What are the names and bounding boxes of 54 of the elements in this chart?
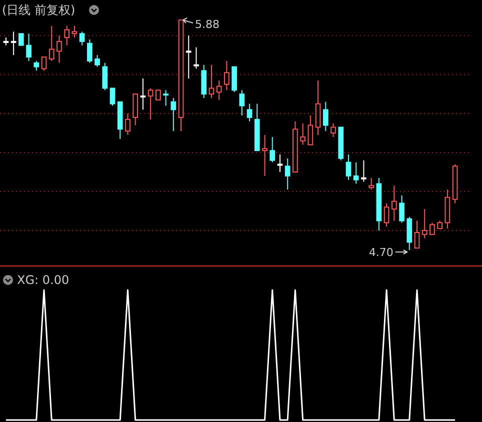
candlestick bbox=[216, 80, 222, 100]
candlestick bbox=[110, 88, 116, 106]
chart-title: XG: 0.00 bbox=[17, 273, 70, 287]
candlestick bbox=[48, 25, 54, 62]
candlestick bbox=[399, 194, 404, 224]
candlestick bbox=[384, 202, 390, 228]
candlestick bbox=[315, 80, 321, 136]
candlestick bbox=[406, 216, 412, 250]
candlestick bbox=[322, 101, 328, 132]
candlestick bbox=[422, 208, 428, 239]
candlestick bbox=[186, 35, 192, 79]
candlestick bbox=[140, 78, 146, 110]
chart-title: (日线 前复权) bbox=[2, 3, 76, 17]
candlestick bbox=[94, 54, 100, 68]
candlestick bbox=[414, 220, 420, 249]
candlestick bbox=[125, 113, 130, 136]
candlestick bbox=[391, 185, 397, 222]
candlestick bbox=[277, 154, 283, 173]
candlestick bbox=[361, 160, 366, 182]
candlestick bbox=[224, 60, 230, 91]
candlestick bbox=[232, 66, 237, 93]
candlestick bbox=[270, 136, 276, 163]
candlestick bbox=[300, 122, 306, 146]
candlestick bbox=[368, 177, 374, 190]
candlestick bbox=[87, 38, 92, 64]
candlestick bbox=[430, 222, 435, 235]
candlestick bbox=[34, 60, 40, 72]
candlestick bbox=[163, 90, 168, 106]
candlestick bbox=[201, 64, 207, 98]
candlestick bbox=[246, 103, 252, 122]
candlestick bbox=[208, 64, 214, 98]
candlestick bbox=[194, 46, 199, 70]
candlestick bbox=[18, 33, 24, 46]
candlestick bbox=[330, 122, 336, 138]
candlestick bbox=[10, 31, 16, 56]
annotation: 5.88 bbox=[195, 18, 220, 31]
candlestick bbox=[308, 115, 314, 146]
candlestick bbox=[41, 56, 47, 72]
candlestick bbox=[132, 94, 138, 126]
candlestick bbox=[148, 88, 154, 120]
candlestick bbox=[56, 35, 62, 64]
candlestick bbox=[79, 31, 85, 46]
candlestick bbox=[72, 25, 78, 38]
annotation: 4.70 bbox=[368, 246, 394, 259]
candlestick bbox=[284, 158, 290, 190]
candlestick bbox=[170, 97, 176, 132]
candlestick bbox=[262, 134, 268, 176]
candlestick bbox=[346, 154, 352, 180]
candlestick bbox=[353, 162, 359, 184]
candlestick bbox=[64, 25, 70, 46]
candlestick bbox=[102, 62, 108, 91]
candlestick bbox=[239, 90, 245, 116]
candlestick bbox=[156, 90, 161, 100]
candlestick bbox=[26, 33, 32, 62]
